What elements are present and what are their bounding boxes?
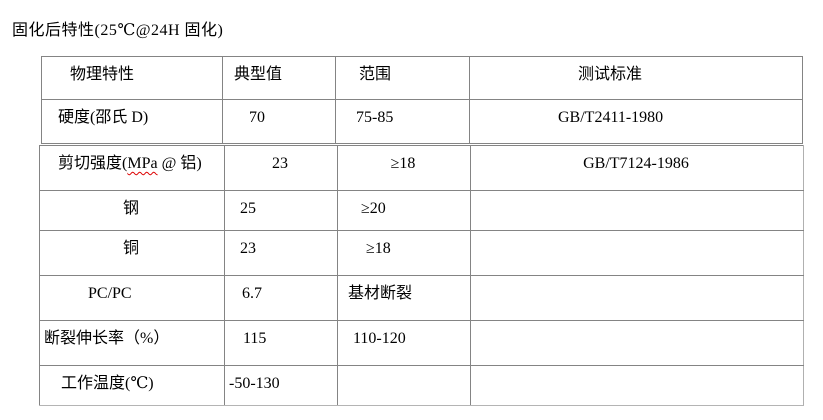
cell-test-standard [470,365,804,406]
cell-property: 断裂伸长率（%） [39,320,225,366]
table-row-hardness: 硬度(邵氏 D) 70 75-85 GB/T2411-1980 [41,99,803,144]
spellcheck-underlined-word: MPa [127,155,158,172]
col-header-range: 范围 [335,56,470,100]
cured-properties-table-top: 物理特性 典型值 范围 测试标准 硬度(邵氏 D) 70 75-85 GB/T2… [41,56,803,144]
cell-test-standard [470,190,804,231]
cell-typical-value: -50-130 [224,365,338,406]
cell-range: 基材断裂 [337,275,471,321]
col-header-physical-property: 物理特性 [41,56,223,100]
col-header-typical-value: 典型值 [222,56,336,100]
cell-range: ≥18 [337,230,471,276]
cell-test-standard: GB/T2411-1980 [469,99,803,144]
cell-typical-value: 23 [224,145,338,191]
cell-property: 剪切强度(MPa @ 铝) [39,145,225,191]
table-row-steel: 钢 25 ≥20 [39,190,804,231]
cell-property: 铜 [39,230,225,276]
table-row-copper: 铜 23 ≥18 [39,230,804,276]
cell-typical-value: 70 [222,99,336,144]
cell-test-standard [470,230,804,276]
table-row-working-temperature: 工作温度(℃) -50-130 [39,365,804,406]
cell-property: 硬度(邵氏 D) [41,99,223,144]
shear-strength-label-prefix: 剪切强度( [58,155,128,172]
cell-range: ≥18 [337,145,471,191]
col-header-test-standard: 测试标准 [469,56,803,100]
page-title: 固化后特性(25℃@24H 固化) [12,22,224,39]
cell-typical-value: 6.7 [224,275,338,321]
cell-range [337,365,471,406]
cell-test-standard [470,320,804,366]
cell-typical-value: 25 [224,190,338,231]
table-row-shear-strength: 剪切强度(MPa @ 铝) 23 ≥18 GB/T7124-1986 [39,145,804,191]
shear-strength-label-suffix: @ 铝) [157,155,202,172]
cell-range: 110-120 [337,320,471,366]
cell-typical-value: 23 [224,230,338,276]
cell-property: 工作温度(℃) [39,365,225,406]
cell-test-standard: GB/T7124-1986 [470,145,804,191]
header-row: 物理特性 典型值 范围 测试标准 [41,56,803,100]
cell-test-standard [470,275,804,321]
cell-range: ≥20 [337,190,471,231]
cured-properties-table-main: 剪切强度(MPa @ 铝) 23 ≥18 GB/T7124-1986 钢 25 … [39,145,804,406]
table-row-elongation: 断裂伸长率（%） 115 110-120 [39,320,804,366]
cell-typical-value: 115 [224,320,338,366]
cell-property: PC/PC [39,275,225,321]
table-row-pc-pc: PC/PC 6.7 基材断裂 [39,275,804,321]
cell-range: 75-85 [335,99,470,144]
cell-property: 钢 [39,190,225,231]
